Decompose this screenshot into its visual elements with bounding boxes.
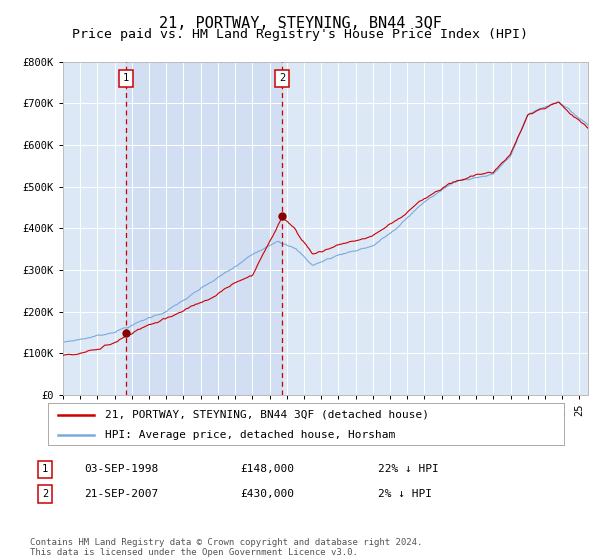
Text: 1: 1	[42, 464, 48, 474]
Text: 03-SEP-1998: 03-SEP-1998	[84, 464, 158, 474]
Text: 21-SEP-2007: 21-SEP-2007	[84, 489, 158, 499]
Text: 21, PORTWAY, STEYNING, BN44 3QF (detached house): 21, PORTWAY, STEYNING, BN44 3QF (detache…	[105, 410, 429, 420]
Text: £148,000: £148,000	[240, 464, 294, 474]
Bar	[126, 62, 282, 395]
Text: 21, PORTWAY, STEYNING, BN44 3QF: 21, PORTWAY, STEYNING, BN44 3QF	[158, 16, 442, 31]
Text: 2: 2	[42, 489, 48, 499]
Text: 22% ↓ HPI: 22% ↓ HPI	[378, 464, 439, 474]
Text: 2% ↓ HPI: 2% ↓ HPI	[378, 489, 432, 499]
Text: £430,000: £430,000	[240, 489, 294, 499]
Text: HPI: Average price, detached house, Horsham: HPI: Average price, detached house, Hors…	[105, 430, 395, 440]
Text: Price paid vs. HM Land Registry's House Price Index (HPI): Price paid vs. HM Land Registry's House …	[72, 28, 528, 41]
Text: 1: 1	[123, 73, 129, 83]
Text: 2: 2	[279, 73, 285, 83]
Text: Contains HM Land Registry data © Crown copyright and database right 2024.
This d: Contains HM Land Registry data © Crown c…	[30, 538, 422, 557]
